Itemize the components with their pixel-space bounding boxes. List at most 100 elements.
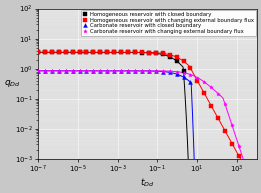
Homogeneous reservoir with changing external boundary flux <box>189 67 192 69</box>
Carbonate reservoir with changing external boundary flux <box>230 124 234 126</box>
Homogeneous reservoir with changing external boundary flux <box>113 51 116 53</box>
Carbonate reservoir with closed boundary <box>78 70 81 72</box>
Carbonate reservoir with changing external boundary flux <box>71 70 74 72</box>
Carbonate reservoir with closed boundary <box>147 70 150 72</box>
Carbonate reservoir with closed boundary <box>85 70 88 72</box>
Homogeneous reservoir with changing external boundary flux <box>196 80 199 82</box>
Homogeneous reservoir with closed boundary <box>133 51 137 54</box>
Homogeneous reservoir with changing external boundary flux <box>127 51 130 53</box>
Carbonate reservoir with closed boundary <box>161 70 164 73</box>
Carbonate reservoir with closed boundary <box>99 70 102 72</box>
Homogeneous reservoir with closed boundary <box>189 188 192 190</box>
Homogeneous reservoir with changing external boundary flux <box>238 155 241 157</box>
Carbonate reservoir with closed boundary <box>43 70 46 72</box>
Homogeneous reservoir with changing external boundary flux <box>154 52 157 54</box>
Homogeneous reservoir with closed boundary <box>251 188 254 190</box>
Carbonate reservoir with closed boundary <box>113 70 116 72</box>
Carbonate reservoir with changing external boundary flux <box>57 70 60 72</box>
Carbonate reservoir with changing external boundary flux <box>50 70 53 72</box>
Homogeneous reservoir with closed boundary <box>106 51 109 53</box>
Carbonate reservoir with closed boundary <box>57 70 60 72</box>
Carbonate reservoir with closed boundary <box>196 188 199 190</box>
Homogeneous reservoir with changing external boundary flux <box>133 51 137 53</box>
Carbonate reservoir with changing external boundary flux <box>203 81 206 83</box>
Carbonate reservoir with changing external boundary flux <box>92 70 95 72</box>
Carbonate reservoir with changing external boundary flux <box>196 76 199 79</box>
Carbonate reservoir with closed boundary <box>168 71 171 74</box>
Carbonate reservoir with closed boundary <box>133 70 137 72</box>
Homogeneous reservoir with closed boundary <box>217 188 220 190</box>
Y-axis label: $q_{Dd}$: $q_{Dd}$ <box>4 78 21 89</box>
Homogeneous reservoir with closed boundary <box>50 51 53 53</box>
Carbonate reservoir with changing external boundary flux <box>161 70 164 72</box>
Homogeneous reservoir with closed boundary <box>78 51 81 53</box>
Carbonate reservoir with changing external boundary flux <box>120 70 123 72</box>
Carbonate reservoir with changing external boundary flux <box>127 70 130 72</box>
Homogeneous reservoir with changing external boundary flux <box>99 51 102 53</box>
Homogeneous reservoir with closed boundary <box>113 51 116 53</box>
Carbonate reservoir with changing external boundary flux <box>224 103 227 106</box>
Homogeneous reservoir with closed boundary <box>244 188 247 190</box>
Carbonate reservoir with changing external boundary flux <box>175 70 178 73</box>
Carbonate reservoir with closed boundary <box>106 70 109 72</box>
Carbonate reservoir with closed boundary <box>238 188 241 190</box>
Homogeneous reservoir with closed boundary <box>161 53 164 56</box>
Homogeneous reservoir with changing external boundary flux <box>203 92 206 95</box>
Carbonate reservoir with changing external boundary flux <box>85 70 88 72</box>
Carbonate reservoir with closed boundary <box>154 70 157 72</box>
Carbonate reservoir with closed boundary <box>230 188 234 190</box>
Carbonate reservoir with changing external boundary flux <box>78 70 81 72</box>
Homogeneous reservoir with changing external boundary flux <box>224 130 227 132</box>
Homogeneous reservoir with closed boundary <box>224 188 227 190</box>
Carbonate reservoir with changing external boundary flux <box>182 71 185 74</box>
Homogeneous reservoir with closed boundary <box>168 56 171 58</box>
Carbonate reservoir with closed boundary <box>140 70 144 72</box>
Carbonate reservoir with changing external boundary flux <box>189 73 192 76</box>
Carbonate reservoir with closed boundary <box>182 76 185 78</box>
Carbonate reservoir with closed boundary <box>210 188 213 190</box>
Carbonate reservoir with closed boundary <box>92 70 95 72</box>
Carbonate reservoir with changing external boundary flux <box>154 70 157 72</box>
Homogeneous reservoir with changing external boundary flux <box>210 105 213 107</box>
Homogeneous reservoir with closed boundary <box>147 52 150 54</box>
Homogeneous reservoir with changing external boundary flux <box>50 51 53 53</box>
Carbonate reservoir with closed boundary <box>224 188 227 190</box>
Homogeneous reservoir with changing external boundary flux <box>251 180 254 182</box>
Carbonate reservoir with closed boundary <box>50 70 53 72</box>
Homogeneous reservoir with closed boundary <box>85 51 88 53</box>
Homogeneous reservoir with closed boundary <box>57 51 60 53</box>
Homogeneous reservoir with closed boundary <box>203 188 206 190</box>
Line: Homogeneous reservoir with changing external boundary flux: Homogeneous reservoir with changing exte… <box>36 50 255 183</box>
Carbonate reservoir with closed boundary <box>120 70 123 72</box>
Carbonate reservoir with changing external boundary flux <box>99 70 102 72</box>
Carbonate reservoir with closed boundary <box>127 70 130 72</box>
Homogeneous reservoir with closed boundary <box>99 51 102 53</box>
Homogeneous reservoir with closed boundary <box>43 51 46 53</box>
Carbonate reservoir with closed boundary <box>189 81 192 83</box>
Homogeneous reservoir with changing external boundary flux <box>182 60 185 62</box>
Homogeneous reservoir with changing external boundary flux <box>168 54 171 56</box>
Homogeneous reservoir with changing external boundary flux <box>140 51 144 54</box>
Homogeneous reservoir with changing external boundary flux <box>161 52 164 55</box>
Homogeneous reservoir with closed boundary <box>154 52 157 54</box>
Carbonate reservoir with changing external boundary flux <box>36 70 39 72</box>
Carbonate reservoir with changing external boundary flux <box>64 70 67 72</box>
Homogeneous reservoir with changing external boundary flux <box>175 56 178 58</box>
Homogeneous reservoir with closed boundary <box>140 51 144 54</box>
Homogeneous reservoir with changing external boundary flux <box>147 51 150 54</box>
Homogeneous reservoir with closed boundary <box>92 51 95 53</box>
Carbonate reservoir with closed boundary <box>71 70 74 72</box>
Line: Carbonate reservoir with closed boundary: Carbonate reservoir with closed boundary <box>36 69 255 191</box>
Homogeneous reservoir with closed boundary <box>36 51 39 53</box>
Carbonate reservoir with closed boundary <box>244 188 247 190</box>
Homogeneous reservoir with changing external boundary flux <box>71 51 74 53</box>
Legend: Homogeneous reservoir with closed boundary, Homogeneous reservoir with changing : Homogeneous reservoir with closed bounda… <box>81 10 256 36</box>
Carbonate reservoir with closed boundary <box>36 70 39 72</box>
Homogeneous reservoir with changing external boundary flux <box>217 117 220 120</box>
Homogeneous reservoir with closed boundary <box>210 188 213 190</box>
Carbonate reservoir with changing external boundary flux <box>43 70 46 72</box>
Homogeneous reservoir with changing external boundary flux <box>43 51 46 53</box>
Carbonate reservoir with changing external boundary flux <box>133 70 137 72</box>
Homogeneous reservoir with closed boundary <box>175 60 178 62</box>
Homogeneous reservoir with changing external boundary flux <box>57 51 60 53</box>
